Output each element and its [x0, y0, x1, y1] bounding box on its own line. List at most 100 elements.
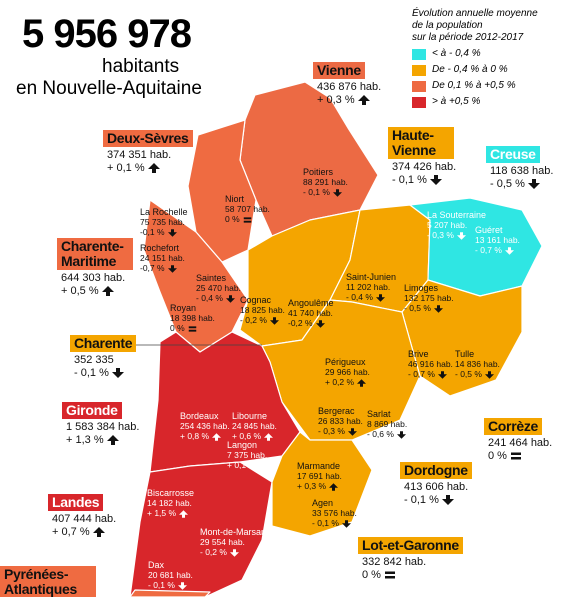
- city-change: - 0,4 %: [196, 293, 223, 303]
- department-change: - 0,1 %: [404, 494, 439, 506]
- city-label: Angoulême 41 740 hab. -0,2 %: [288, 298, 334, 328]
- department-label: Corrèze 241 464 hab. 0 %: [484, 418, 552, 463]
- trend-icon: [315, 320, 325, 328]
- department-change: + 0,7 %: [52, 526, 90, 538]
- trend-icon: [106, 435, 119, 446]
- department-name: Gironde: [62, 402, 122, 419]
- city-change-row: + 1,5 %: [147, 508, 194, 518]
- department-name: Corrèze: [484, 418, 543, 435]
- city-name: Saintes: [196, 273, 227, 283]
- city-population: 25 470 hab.: [196, 283, 241, 293]
- city-change-row: - 0,5 %: [404, 303, 454, 313]
- city-name: La Rochelle: [140, 207, 188, 217]
- city-change-row: 0 %: [170, 323, 215, 333]
- trend-icon: [92, 527, 105, 538]
- city-name: Guéret: [475, 225, 503, 235]
- city-population: 46 916 hab.: [408, 359, 453, 369]
- department-name: Pyrénées-Atlantiques: [0, 566, 96, 597]
- department-change-row: - 0,5 %: [486, 178, 553, 191]
- city-change: - 0,3 %: [427, 230, 454, 240]
- city-change: - 0,3 %: [318, 426, 345, 436]
- department-change-row: + 0,1 %: [103, 162, 193, 175]
- trend-icon: [329, 483, 339, 491]
- department-population: 241 464 hab.: [488, 437, 553, 449]
- department-population: 374 426 hab.: [392, 161, 457, 173]
- trend-icon: [225, 295, 235, 303]
- city-name: Sarlat: [367, 409, 391, 419]
- trend-icon: [188, 326, 196, 332]
- city-change: -0,7 %: [140, 263, 165, 273]
- department-label: Pyrénées-Atlantiques: [0, 566, 96, 597]
- trend-icon: [111, 368, 124, 379]
- department-change-row: + 1,3 %: [62, 434, 139, 447]
- city-change-row: -0,1 %: [140, 227, 188, 237]
- trend-icon: [264, 433, 274, 441]
- city-change: - 0,7 %: [475, 245, 502, 255]
- trend-icon: [179, 510, 189, 518]
- department-label: Deux-Sèvres 374 351 hab. + 0,1 %: [103, 130, 193, 175]
- city-population: 24 845 hab.: [232, 421, 277, 431]
- city-label: Agen 33 576 hab. - 0,1 %: [312, 498, 357, 528]
- city-label: Rochefort 24 151 hab. -0,7 %: [140, 243, 185, 273]
- trend-icon: [243, 217, 251, 223]
- city-change-row: - 0,4 %: [196, 293, 241, 303]
- trend-icon: [504, 247, 514, 255]
- trend-icon: [269, 317, 279, 325]
- trend-icon: [456, 232, 466, 240]
- trend-icon: [437, 371, 447, 379]
- city-change-row: - 0,2 %: [200, 547, 266, 557]
- trend-icon: [341, 520, 351, 528]
- region-pyrenees-atlantiques: [129, 589, 211, 597]
- header-line: habitants: [102, 56, 180, 77]
- city-change-row: - 0,4 %: [346, 292, 396, 302]
- city-population: 33 576 hab.: [312, 508, 357, 518]
- legend-item: > à +0,5 %: [412, 96, 538, 108]
- city-name: Langon: [227, 440, 258, 450]
- department-label: Creuse 118 638 hab. - 0,5 %: [486, 146, 553, 191]
- city-change: - 0,1 %: [303, 187, 330, 197]
- city-change: + 0,2 %: [325, 377, 355, 387]
- city-name: Royan: [170, 303, 197, 313]
- city-change-row: - 0,1 %: [148, 580, 193, 590]
- header-line: en Nouvelle-Aquitaine: [16, 78, 202, 99]
- city-label: Sarlat 8 869 hab. - 0,6 %: [367, 409, 407, 439]
- department-name: Landes: [48, 494, 104, 511]
- city-population: 26 833 hab.: [318, 416, 363, 426]
- city-label: Tulle 14 836 hab. - 0,5 %: [455, 349, 500, 379]
- city-population: 24 151 hab.: [140, 253, 185, 263]
- department-change: + 0,1 %: [107, 162, 145, 174]
- trend-icon: [259, 462, 269, 470]
- city-change-row: - 0,1 %: [303, 187, 348, 197]
- city-population: 88 291 hab.: [303, 177, 348, 187]
- city-population: 254 436 hab.: [180, 421, 230, 431]
- department-change: 0 %: [488, 450, 507, 462]
- department-label: Dordogne 413 606 hab. - 0,1 %: [400, 462, 472, 507]
- city-change: - 0,1 %: [312, 518, 339, 528]
- department-label: Landes 407 444 hab. + 0,7 %: [48, 494, 116, 539]
- city-change-row: 0 %: [225, 214, 270, 224]
- city-change-row: - 0,1 %: [312, 518, 357, 528]
- city-change-row: -0,7 %: [140, 263, 185, 273]
- city-label: Mont-de-Marsan 29 554 hab. - 0,2 %: [200, 527, 266, 557]
- city-change: -0,2 %: [288, 318, 313, 328]
- city-label: La Souterraine 5 207 hab. - 0,3 %: [427, 210, 486, 240]
- city-label: Cognac 18 825 hab. - 0,2 %: [240, 295, 285, 325]
- city-change: - 0,2 %: [240, 315, 267, 325]
- trend-icon: [375, 294, 385, 302]
- city-change-row: - 0,2 %: [240, 315, 285, 325]
- city-label: La Rochelle 75 735 hab. -0,1 %: [140, 207, 188, 237]
- city-population: 132 175 hab.: [404, 293, 454, 303]
- department-name: Charente: [70, 335, 137, 352]
- city-population: 5 207 hab.: [427, 220, 468, 230]
- department-name: Vienne: [313, 62, 365, 79]
- department-population: 352 335: [74, 354, 114, 366]
- department-label: Charente-Maritime 644 303 hab. + 0,5 %: [57, 238, 133, 298]
- trend-icon: [357, 95, 370, 106]
- city-change: 0 %: [170, 323, 185, 333]
- department-label: Charente 352 335- 0,1 %: [70, 335, 137, 380]
- legend-swatch: [412, 64, 426, 76]
- city-change-row: - 0,5 %: [455, 369, 500, 379]
- legend-title: sur la période 2012-2017: [412, 32, 524, 43]
- department-change: - 0,1 %: [74, 367, 109, 379]
